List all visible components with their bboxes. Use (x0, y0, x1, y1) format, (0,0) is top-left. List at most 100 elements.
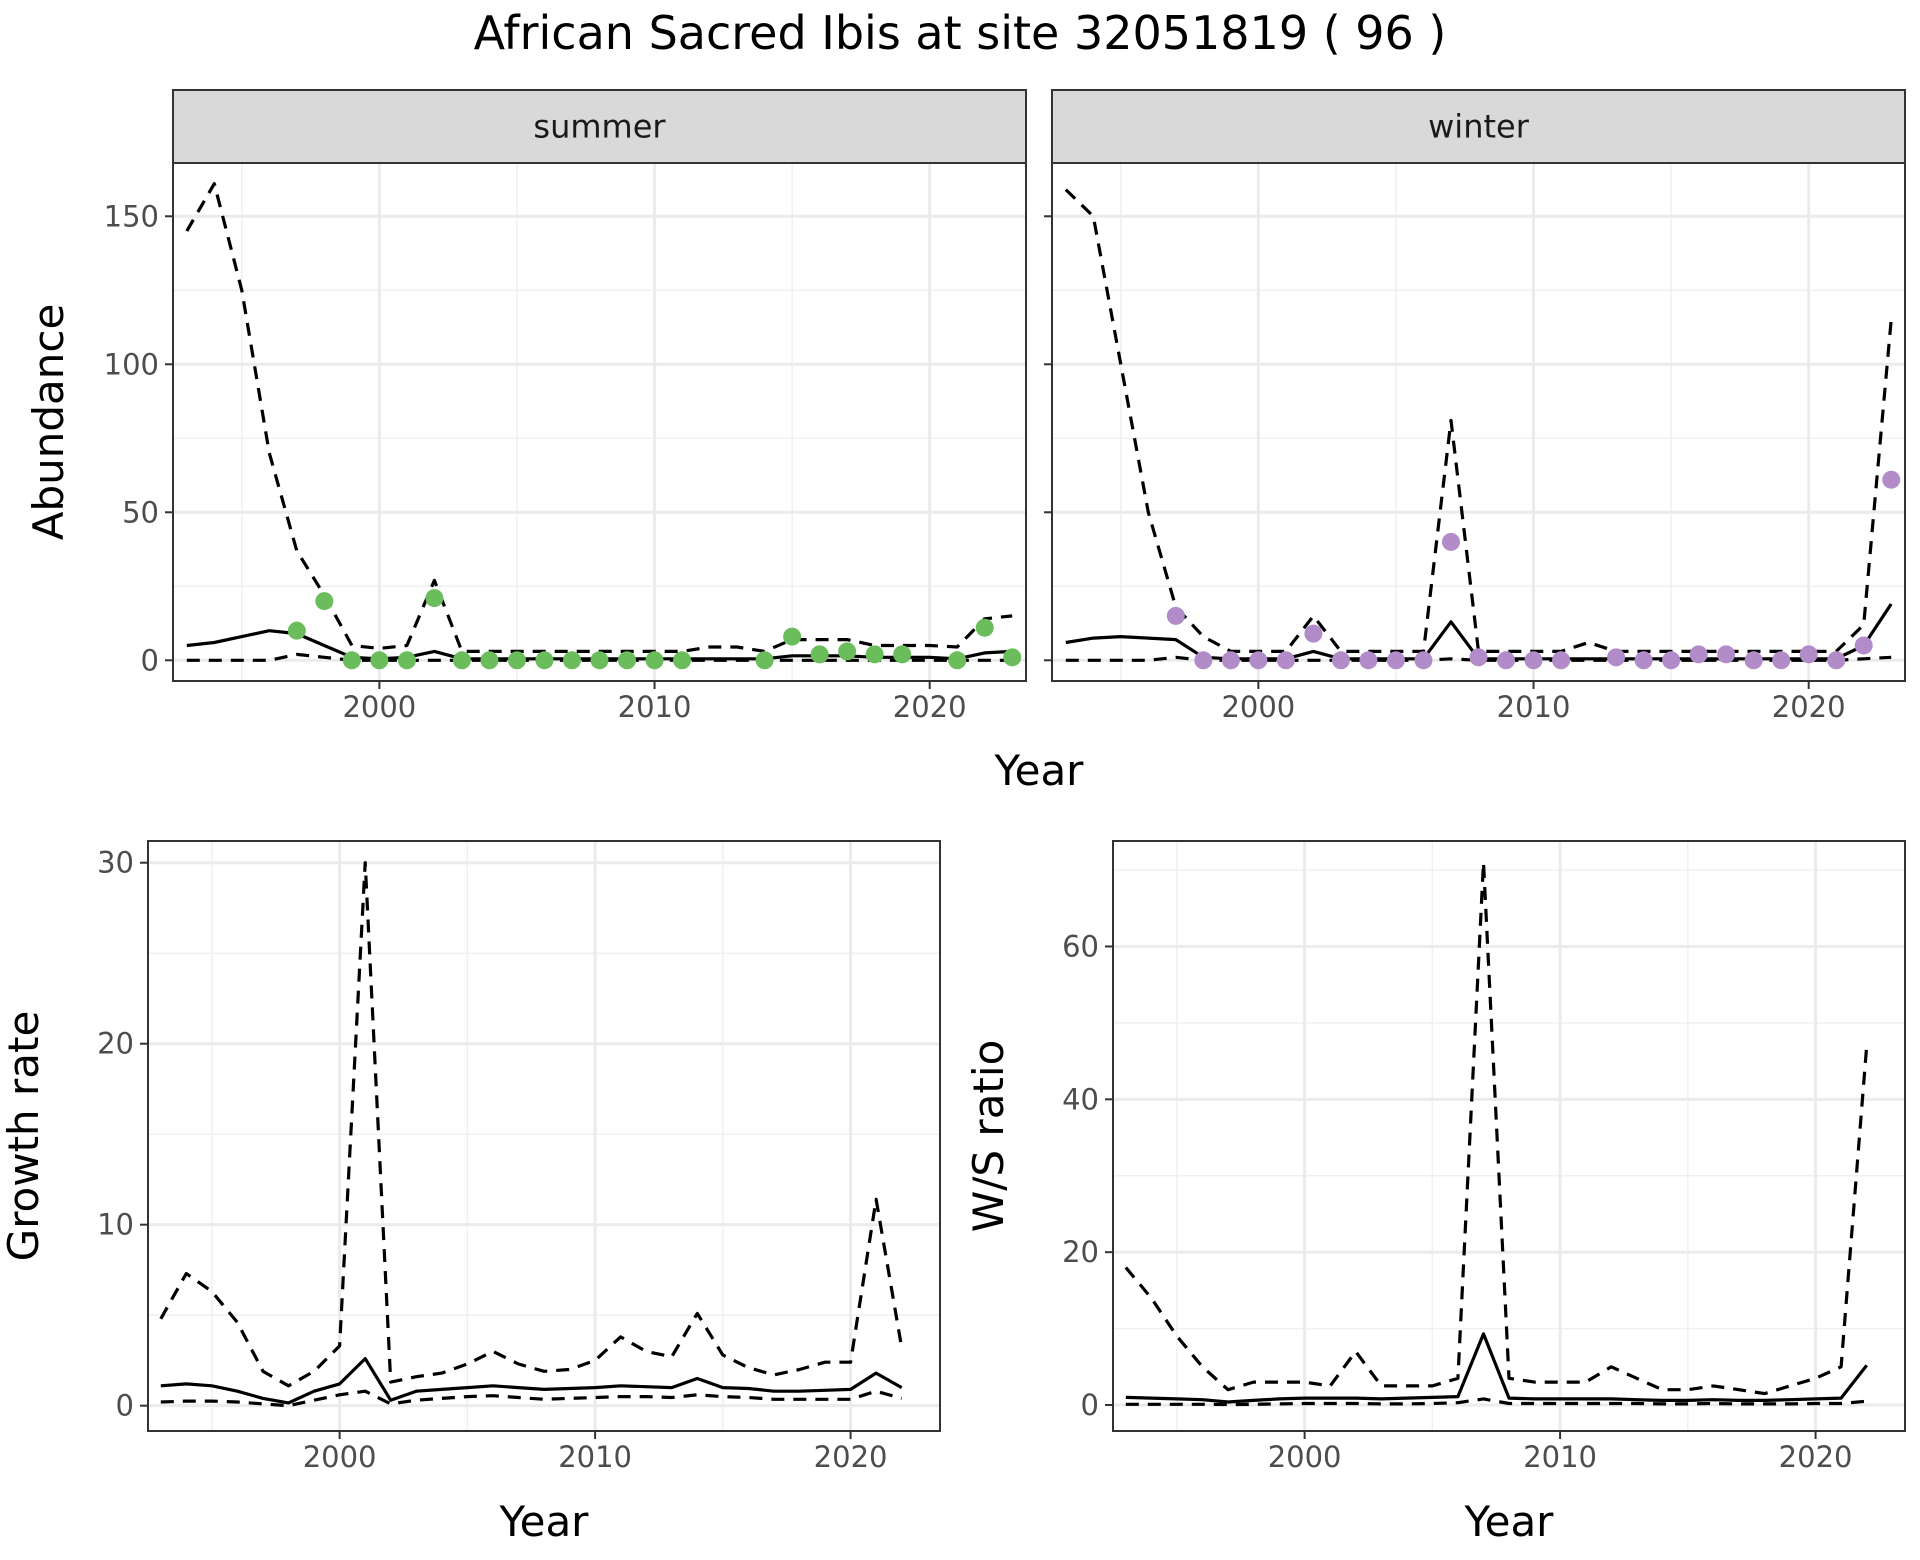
data-point (1359, 651, 1378, 670)
data-point (535, 651, 554, 670)
plot-background (173, 163, 1026, 681)
data-point (562, 651, 581, 670)
series-line-upper (1124, 860, 1869, 1396)
y-tick-label: 0 (141, 643, 159, 677)
x-tick-label: 2010 (1497, 690, 1571, 724)
data-point (1276, 651, 1295, 670)
x-tick-label: 2000 (342, 690, 416, 724)
facet-label: winter (1428, 108, 1530, 146)
data-point (865, 645, 884, 664)
data-point (783, 627, 802, 646)
x-tick-label: 2020 (893, 690, 967, 724)
data-point (1249, 651, 1268, 670)
series-line-upper (159, 861, 904, 1388)
plot-background (1052, 163, 1905, 681)
y-tick-label: 150 (104, 199, 159, 233)
data-point (287, 621, 306, 640)
data-point (1524, 651, 1543, 670)
data-point (1882, 470, 1901, 489)
data-point (1386, 651, 1405, 670)
series-line-lower (1125, 1397, 1867, 1407)
data-point (975, 618, 994, 637)
y-tick-label: 10 (97, 1208, 134, 1242)
series-line-mean (160, 1356, 903, 1405)
x-axis-title: Year (994, 746, 1085, 795)
data-point (1662, 651, 1681, 670)
x-tick-label: 2020 (1779, 1440, 1853, 1474)
data-point (1414, 651, 1433, 670)
data-point (425, 589, 444, 608)
facet-label: summer (533, 108, 666, 146)
data-point (893, 645, 912, 664)
data-point (1194, 651, 1213, 670)
data-point (1552, 651, 1571, 670)
data-point (1634, 651, 1653, 670)
data-point (1772, 651, 1791, 670)
y-tick-label: 60 (1062, 929, 1099, 963)
y-tick-label: 30 (97, 846, 134, 880)
data-point (1221, 651, 1240, 670)
data-point (370, 651, 389, 670)
data-point (1469, 648, 1488, 667)
data-point (1799, 645, 1818, 664)
data-point (315, 592, 334, 611)
y-tick-label: 20 (1062, 1235, 1099, 1269)
panel-abundance_winter: winter 2000 2010 2020 (1044, 89, 1906, 724)
data-point (1331, 651, 1350, 670)
data-point (507, 651, 526, 670)
x-tick-label: 2010 (1523, 1440, 1597, 1474)
plot-background (148, 841, 940, 1431)
data-point (1689, 645, 1708, 664)
panel-border (1112, 840, 1906, 1432)
y-tick-label: 40 (1062, 1082, 1099, 1116)
panel-growth_rate: 2000 2010 2020 0 10 20 30 Growth rate (0, 840, 941, 1474)
data-point (645, 651, 664, 670)
data-point (1003, 648, 1022, 667)
data-point (342, 651, 361, 670)
panel-border (147, 840, 941, 1432)
data-point (1744, 651, 1763, 670)
data-point (673, 651, 692, 670)
data-point (618, 651, 637, 670)
data-point (1304, 624, 1323, 643)
series-line-mean (1125, 1332, 1868, 1404)
facet-strip (172, 89, 1027, 164)
panel-abundance_summer: summer 2000 2010 2020 0 50 100 150 Abundance (24, 89, 1027, 724)
data-point (1854, 636, 1873, 655)
data-point (1827, 651, 1846, 670)
series-line-lower (160, 1389, 903, 1408)
x-axis-title: Year (499, 1497, 590, 1546)
y-tick-label: 100 (104, 347, 159, 381)
data-point (1166, 606, 1185, 625)
data-point (590, 651, 609, 670)
x-tick-label: 2020 (1772, 690, 1846, 724)
y-tick-label: 0 (1081, 1388, 1099, 1422)
data-point (397, 651, 416, 670)
x-tick-label: 2010 (558, 1440, 632, 1474)
y-axis-title: W/S ratio (964, 1040, 1013, 1233)
data-point (948, 651, 967, 670)
data-point (755, 651, 774, 670)
page-title: African Sacred Ibis at site 32051819 ( 9… (473, 6, 1447, 60)
data-point (1607, 648, 1626, 667)
y-axis-title: Growth rate (0, 1011, 48, 1262)
data-point (810, 645, 829, 664)
data-point (1497, 651, 1516, 670)
y-tick-label: 0 (116, 1389, 134, 1423)
x-tick-label: 2000 (1268, 1440, 1342, 1474)
y-tick-label: 20 (97, 1027, 134, 1061)
data-point (1441, 532, 1460, 551)
y-tick-label: 50 (122, 495, 159, 529)
data-point (452, 651, 471, 670)
x-axis-title: Year (1464, 1497, 1555, 1546)
x-tick-label: 2000 (1221, 690, 1295, 724)
x-tick-label: 2000 (303, 1440, 377, 1474)
plot-background (1113, 841, 1905, 1431)
data-point (838, 642, 857, 661)
data-point (1717, 645, 1736, 664)
panel-ws_ratio: 2000 2010 2020 0 20 40 60 W/S ratio (964, 840, 1906, 1474)
y-axis-title: Abundance (24, 304, 73, 541)
x-tick-label: 2010 (618, 690, 692, 724)
